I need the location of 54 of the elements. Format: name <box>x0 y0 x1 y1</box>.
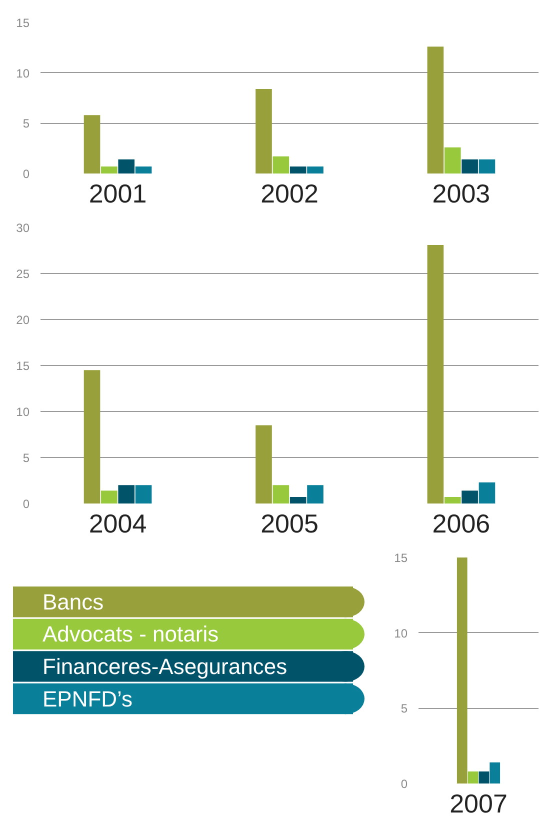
bar <box>135 166 152 174</box>
y-tick-label: 15 <box>394 551 408 565</box>
y-tick-label: 5 <box>400 702 408 716</box>
legend-label: Financeres-Asegurances <box>42 654 288 679</box>
bar <box>290 166 306 174</box>
bar <box>101 166 118 174</box>
bar <box>272 156 290 174</box>
x-tick-label: 2006 <box>432 508 490 538</box>
bar <box>478 771 490 784</box>
bar <box>468 771 478 784</box>
bar <box>462 159 478 174</box>
bar <box>490 762 500 784</box>
bar <box>478 159 496 174</box>
y-tick-label: 5 <box>22 451 30 465</box>
y-tick-label: 15 <box>16 16 30 30</box>
bar <box>307 166 324 174</box>
x-tick-label: 2001 <box>88 178 147 208</box>
bar <box>444 497 461 504</box>
y-tick-label: 10 <box>394 626 408 640</box>
text: EPNFD’s <box>42 686 133 712</box>
bar <box>84 370 100 504</box>
y-tick-label: 20 <box>16 313 30 327</box>
text: Advocats - notaris <box>42 622 219 647</box>
x-tick-label: 2003 <box>432 178 490 208</box>
bar <box>84 115 100 174</box>
bar <box>272 485 290 504</box>
x-tick-label: 2007 <box>450 788 508 818</box>
bar <box>118 159 135 174</box>
x-tick-label: 2002 <box>260 178 318 208</box>
x-tick-label: 2004 <box>88 508 147 538</box>
bar <box>118 485 135 504</box>
bar <box>256 88 272 174</box>
bar <box>456 558 468 784</box>
y-tick-label: 0 <box>22 167 30 181</box>
bar <box>462 490 478 504</box>
y-tick-label: 0 <box>22 497 30 511</box>
x-tick-label: 2005 <box>260 508 318 538</box>
bar <box>307 485 324 504</box>
y-tick-label: 10 <box>16 66 30 80</box>
bar <box>427 46 444 174</box>
y-tick-label: 25 <box>16 267 30 281</box>
bar <box>444 147 461 174</box>
y-tick-label: 30 <box>16 221 30 235</box>
bar <box>290 497 306 504</box>
y-tick-label: 0 <box>400 777 408 791</box>
text: Bancs <box>42 589 104 614</box>
y-tick-label: 15 <box>16 359 30 373</box>
y-tick-label: 10 <box>16 405 30 419</box>
y-tick-label: 5 <box>22 116 30 131</box>
bar <box>101 490 118 504</box>
bar <box>427 244 444 504</box>
bar <box>478 482 496 504</box>
bar <box>256 425 272 504</box>
bar <box>135 485 152 504</box>
